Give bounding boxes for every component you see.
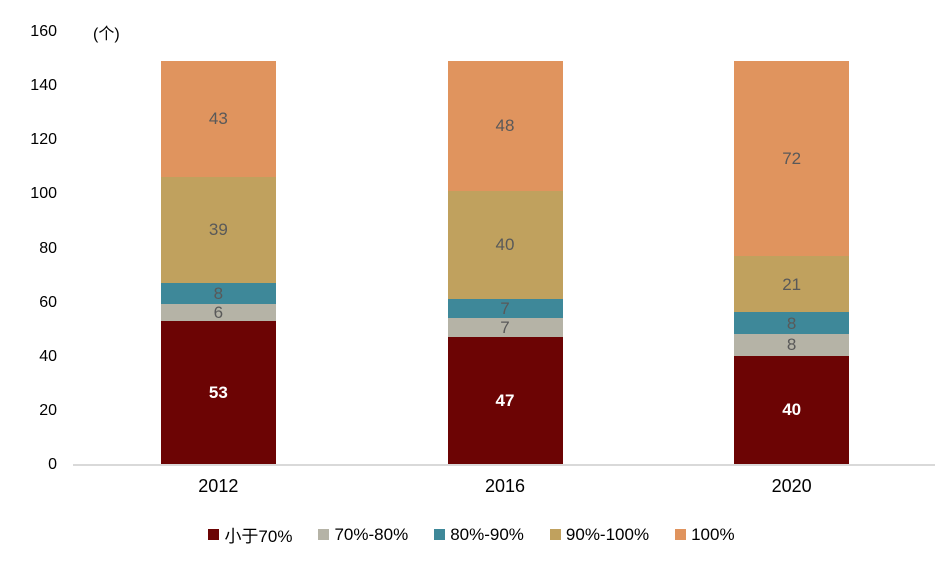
bar-value-label: 72	[782, 148, 802, 168]
legend-item: 小于70%	[208, 522, 292, 547]
y-tick-label: 60	[39, 293, 57, 311]
y-axis-unit-label: (个)	[93, 26, 120, 43]
bar-segment: 47	[447, 336, 563, 464]
bar-segment: 8	[160, 282, 276, 305]
y-tick-label: 20	[39, 401, 57, 419]
y-tick-label: 140	[30, 77, 57, 95]
bar-value-label: 8	[786, 335, 797, 355]
y-tick-label: 160	[30, 23, 57, 40]
legend-swatch-icon	[675, 529, 687, 540]
legend-label: 70%-80%	[334, 524, 409, 544]
legend-label: 100%	[691, 524, 735, 544]
bar-value-label: 21	[782, 274, 802, 294]
legend-label: 小于70%	[224, 527, 293, 546]
legend-item: 70%-80%	[318, 525, 408, 545]
x-category-label: 2016	[484, 476, 526, 496]
bar-segment: 40	[447, 190, 563, 299]
y-tick-label: 120	[30, 131, 57, 149]
legend-swatch-icon	[208, 529, 220, 540]
legend-label: 80%-90%	[450, 524, 524, 544]
bar-value-label: 8	[213, 283, 224, 303]
bar-segment: 7	[447, 298, 563, 318]
y-tick-label: 40	[39, 347, 57, 365]
bar-value-label: 40	[495, 235, 515, 255]
bar-value-label: 8	[786, 313, 797, 333]
legend-item: 100%	[675, 524, 735, 545]
bar-segment: 53	[160, 320, 276, 464]
bar-segment: 40	[734, 355, 850, 464]
x-axis-line	[73, 464, 935, 466]
bar-value-label: 40	[782, 400, 802, 420]
bar-segment: 72	[734, 60, 850, 256]
legend-item: 80%-90%	[434, 525, 524, 545]
legend-item: 90%-100%	[549, 524, 650, 545]
bar-value-label: 53	[208, 382, 228, 402]
bar-segment: 8	[734, 334, 850, 356]
bar-value-label: 7	[500, 317, 510, 337]
bar-value-label: 48	[495, 116, 515, 136]
bar-value-label: 43	[208, 109, 228, 129]
legend: 小于70% 70%-80% 80%-90% 90%-100% 100%	[0, 522, 943, 547]
y-tick-label: 100	[30, 185, 57, 203]
bar-segment: 21	[734, 255, 850, 313]
legend-swatch-icon	[434, 529, 446, 540]
bar-segment: 8	[734, 312, 850, 335]
legend-label: 90%-100%	[565, 524, 650, 544]
bar-segment: 48	[447, 60, 563, 191]
bar-value-label: 7	[500, 298, 510, 318]
bar-segment: 7	[447, 317, 563, 337]
bar-value-label: 47	[495, 390, 515, 410]
x-category-label: 2020	[771, 476, 812, 496]
bar-value-label: 39	[208, 220, 228, 240]
bar-segment: 43	[160, 60, 276, 178]
y-tick-label: 0	[48, 456, 57, 473]
y-tick-label: 80	[39, 239, 57, 257]
bar-segment: 6	[160, 302, 276, 322]
bar-value-label: 6	[213, 302, 224, 322]
x-category-label: 2012	[198, 476, 239, 496]
legend-swatch-icon	[318, 529, 330, 540]
legend-swatch-icon	[549, 529, 561, 540]
bar-segment: 39	[160, 177, 276, 283]
